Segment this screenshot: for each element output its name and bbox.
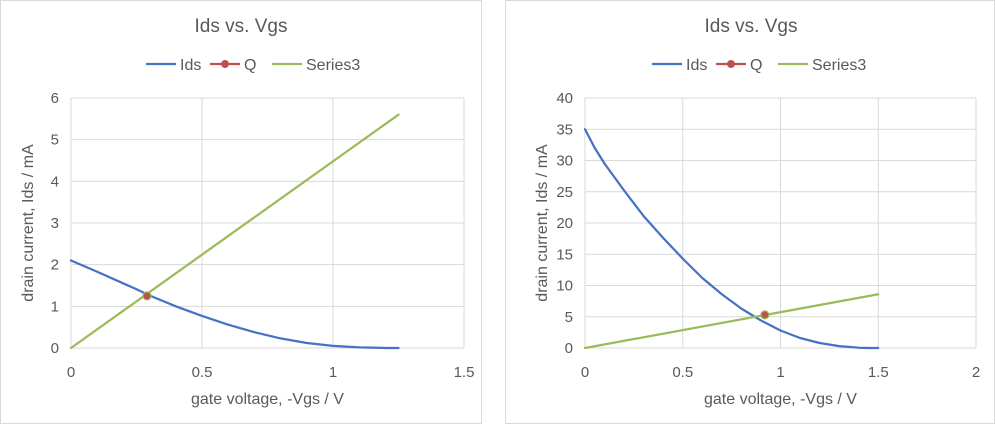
y-tick-label: 6	[51, 90, 59, 107]
y-tick-label: 0	[565, 340, 573, 357]
data-point-q	[760, 310, 770, 320]
legend-label-q: Q	[750, 57, 762, 74]
legend-item-ids: Ids	[146, 57, 201, 74]
y-tick-label: 15	[556, 246, 573, 263]
y-tick-label: 2	[51, 257, 59, 274]
x-tick-label: 1.5	[868, 364, 889, 381]
y-tick-label: 40	[556, 90, 573, 107]
legend: Ids Q Series3	[146, 57, 360, 74]
legend: Ids Q Series3	[652, 57, 866, 74]
x-tick-label: 1.5	[454, 364, 475, 381]
y-tick-label: 35	[556, 121, 573, 138]
legend-marker-q	[221, 60, 229, 68]
y-tick-label: 3	[51, 215, 59, 232]
legend-item-series3: Series3	[272, 57, 360, 74]
y-tick-label: 30	[556, 153, 573, 170]
series-line-series3	[69, 113, 400, 350]
chart-right: Ids vs. Vgs Ids Q Series3 0 5 10 15 20 25 30 35 40 0 0…	[534, 16, 980, 408]
x-tick-label: 1	[776, 364, 784, 381]
y-tick-label: 5	[565, 309, 573, 326]
legend-label-series3: Series3	[306, 57, 360, 74]
x-tick-label: 0	[581, 364, 589, 381]
legend-marker-q	[727, 60, 735, 68]
y-tick-label: 20	[556, 215, 573, 232]
legend-label-series3: Series3	[812, 57, 866, 74]
legend-label-ids: Ids	[686, 57, 707, 74]
series-line-series3	[583, 293, 880, 350]
chart-left: Ids vs. Vgs Ids Q Series3 0 1 2 3 4 5 6 0 0.5 1 1.5 gat…	[20, 16, 475, 408]
y-tick-label: 4	[51, 173, 59, 190]
x-axis-label: gate voltage, -Vgs / V	[704, 391, 857, 408]
y-axis-label: drain current, Ids / mA	[20, 144, 37, 302]
y-tick-label: 10	[556, 278, 573, 295]
series-line-ids	[583, 128, 880, 350]
data-point-q	[142, 291, 152, 301]
legend-item-q: Q	[210, 57, 256, 74]
x-axis-label: gate voltage, -Vgs / V	[191, 391, 344, 408]
y-tick-label: 0	[51, 340, 59, 357]
series-line-ids	[69, 259, 400, 350]
legend-label-ids: Ids	[180, 57, 201, 74]
y-tick-label: 25	[556, 184, 573, 201]
x-tick-label: 0.5	[192, 364, 213, 381]
y-tick-label: 5	[51, 132, 59, 149]
x-tick-label: 0	[67, 364, 75, 381]
x-tick-label: 0.5	[672, 364, 693, 381]
chart-panel-right: Ids vs. Vgs Ids Q Series3 0 5 10 15 20 25 30 35 40 0 0…	[505, 0, 995, 424]
legend-item-series3: Series3	[778, 57, 866, 74]
chart-title: Ids vs. Vgs	[195, 16, 288, 37]
x-tick-label: 2	[972, 364, 980, 381]
legend-item-ids: Ids	[652, 57, 707, 74]
legend-label-q: Q	[244, 57, 256, 74]
x-tick-label: 1	[329, 364, 337, 381]
chart-title: Ids vs. Vgs	[705, 16, 798, 37]
chart-panel-left: Ids vs. Vgs Ids Q Series3 0 1 2 3 4 5 6 0 0.5 1 1.5 gat…	[0, 0, 482, 424]
y-tick-label: 1	[51, 298, 59, 315]
legend-item-q: Q	[716, 57, 762, 74]
y-axis-label: drain current, Ids / mA	[534, 144, 551, 302]
